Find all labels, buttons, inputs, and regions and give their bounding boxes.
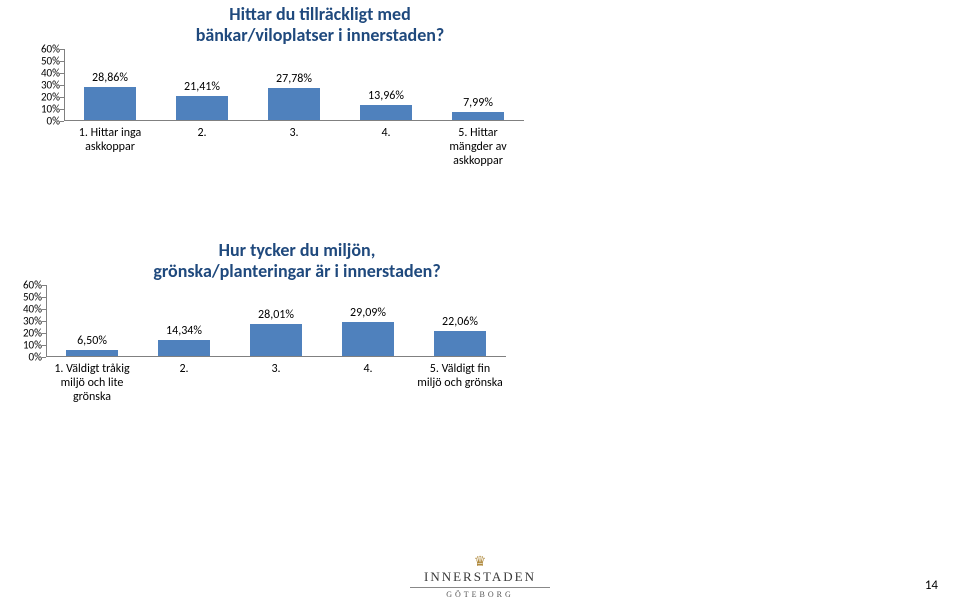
y-tick-label: 50% <box>30 55 60 68</box>
bar-value-label: 6,50% <box>77 334 107 348</box>
bar-value-label: 7,99% <box>463 96 493 110</box>
bar-value-label: 27,78% <box>276 72 312 86</box>
bar-slot: 28,01% <box>230 285 322 357</box>
chart-2-xlabels: 1. Väldigt tråkigmiljö och litegrönska2.… <box>46 357 506 404</box>
chart-1-title-line1: Hittar du tillräckligt med <box>229 3 411 25</box>
x-label: 3. <box>230 357 322 404</box>
logo: ♛ INNERSTADEN GÖTEBORG <box>410 555 550 599</box>
bar-value-label: 14,34% <box>166 324 202 338</box>
y-tick-label: 60% <box>12 279 42 292</box>
bar <box>158 340 210 357</box>
bar-slot: 29,09% <box>322 285 414 357</box>
x-label: 3. <box>248 121 340 168</box>
crown-icon: ♛ <box>410 555 550 569</box>
logo-rule <box>410 587 550 588</box>
y-tick-label: 60% <box>30 43 60 56</box>
y-tick-label: 20% <box>12 327 42 340</box>
y-tick-label: 50% <box>12 291 42 304</box>
chart-2-title: Hur tycker du miljön, grönska/plantering… <box>82 240 512 281</box>
page-number: 14 <box>925 578 938 593</box>
logo-sub: GÖTEBORG <box>410 590 550 599</box>
chart-1-xlabels: 1. Hittar ingaaskkoppar2.3.4.5. Hittarmä… <box>64 121 524 168</box>
chart-2-bars: 6,50% 14,34% 28,01% 29,09% 22,06% <box>46 285 506 357</box>
bar-slot: 6,50% <box>46 285 138 357</box>
chart-1-bars: 28,86% 21,41% 27,78% 13,96% 7,99% <box>64 49 524 121</box>
bar-value-label: 21,41% <box>184 80 220 94</box>
bar-slot: 28,86% <box>64 49 156 121</box>
x-label: 4. <box>340 121 432 168</box>
bar-slot: 27,78% <box>248 49 340 121</box>
chart-1-title: Hittar du tillräckligt med bänkar/vilopl… <box>120 4 520 45</box>
chart-1-plot: 0%10%20%30%40%50%60% 28,86%21,41%27,78%1… <box>64 49 524 121</box>
chart-2: Hur tycker du miljön, grönska/plantering… <box>12 240 552 357</box>
y-tick-label: 30% <box>30 79 60 92</box>
bar-value-label: 29,09% <box>350 306 386 320</box>
y-tick-label: 40% <box>12 303 42 316</box>
bar-slot: 21,41% <box>156 49 248 121</box>
bar-slot: 13,96% <box>340 49 432 121</box>
x-label: 1. Hittar ingaaskkoppar <box>64 121 156 168</box>
page-root: Hittar du tillräckligt med bänkar/vilopl… <box>0 0 960 607</box>
y-tick-label: 40% <box>30 67 60 80</box>
bar-slot: 22,06% <box>414 285 506 357</box>
chart-2-plot: 0%10%20%30%40%50%60% 6,50%14,34%28,01%29… <box>46 285 506 357</box>
bar <box>342 322 394 357</box>
y-tick-label: 10% <box>30 103 60 116</box>
bar <box>268 88 320 121</box>
bar-value-label: 13,96% <box>368 89 404 103</box>
bar-value-label: 22,06% <box>442 315 478 329</box>
x-label: 1. Väldigt tråkigmiljö och litegrönska <box>46 357 138 404</box>
x-label: 4. <box>322 357 414 404</box>
logo-brand: INNERSTADEN <box>410 569 550 585</box>
bar <box>360 105 412 122</box>
bar-value-label: 28,86% <box>92 71 128 85</box>
x-label: 5. Hittarmängder avaskkoppar <box>432 121 524 168</box>
bar <box>176 96 228 122</box>
bar <box>434 331 486 357</box>
y-tick-label: 0% <box>30 115 60 128</box>
bar-slot: 14,34% <box>138 285 230 357</box>
chart-2-title-line2: grönska/planteringar är i innerstaden? <box>153 260 440 282</box>
y-tick-label: 30% <box>12 315 42 328</box>
bar <box>84 87 136 122</box>
chart-1: Hittar du tillräckligt med bänkar/vilopl… <box>30 4 560 121</box>
bar-value-label: 28,01% <box>258 308 294 322</box>
y-tick-label: 0% <box>12 351 42 364</box>
x-label: 5. Väldigt finmiljö och grönska <box>414 357 506 404</box>
chart-2-title-line1: Hur tycker du miljön, <box>219 239 376 261</box>
x-label: 2. <box>138 357 230 404</box>
chart-1-title-line2: bänkar/viloplatser i innerstaden? <box>196 24 445 46</box>
bar <box>250 324 302 358</box>
bar-slot: 7,99% <box>432 49 524 121</box>
x-label: 2. <box>156 121 248 168</box>
y-tick-label: 20% <box>30 91 60 104</box>
y-tick-label: 10% <box>12 339 42 352</box>
